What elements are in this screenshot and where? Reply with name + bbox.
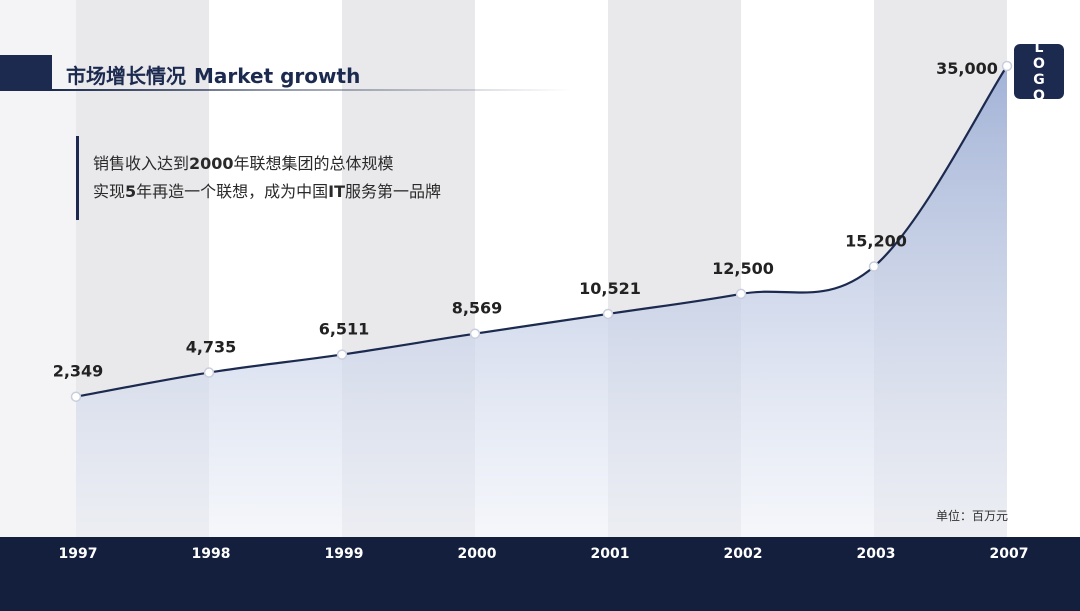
title-underline	[52, 89, 572, 91]
x-tick-label-2007: 2007	[990, 546, 1029, 562]
x-tick-label-2003: 2003	[857, 546, 896, 562]
data-point-2003	[868, 261, 880, 272]
logo-letter: O	[1033, 87, 1045, 104]
x-tick-label-1998: 1998	[192, 546, 231, 562]
data-label-2007: 35,000	[936, 59, 998, 78]
x-tick-label-1999: 1999	[325, 546, 364, 562]
data-label-2002: 12,500	[712, 259, 774, 278]
desc-highlight: 5	[125, 182, 137, 201]
data-point-2007	[1001, 60, 1013, 72]
x-tick-label-1997: 1997	[59, 546, 98, 562]
data-point-1998	[203, 367, 215, 378]
desc-text: 实现	[93, 182, 126, 201]
data-label-2003: 15,200	[845, 232, 907, 251]
desc-highlight: IT	[328, 182, 346, 201]
data-label-1999: 6,511	[319, 320, 370, 339]
desc-text: 销售收入达到	[93, 154, 190, 173]
description-block: 销售收入达到2000年联想集团的总体规模 实现5年再造一个联想，成为中国IT服务…	[76, 136, 516, 220]
data-point-2002	[735, 288, 747, 300]
logo-letter: O	[1033, 55, 1045, 72]
page-title-en: Market growth	[194, 64, 361, 88]
x-tick-label-2002: 2002	[724, 546, 763, 562]
description-line-1: 销售收入达到2000年联想集团的总体规模	[93, 150, 516, 178]
data-point-1997	[70, 391, 82, 402]
data-label-1997: 2,349	[53, 362, 104, 381]
desc-text: 年联想集团的总体规模	[233, 154, 394, 173]
footer-bar	[0, 537, 1080, 611]
data-label-2001: 10,521	[579, 279, 641, 298]
data-point-2001	[602, 308, 614, 320]
x-tick-label-2000: 2000	[458, 546, 497, 562]
data-label-2000: 8,569	[452, 299, 503, 318]
page-title-cn: 市场增长情况	[66, 64, 186, 88]
logo-letter: G	[1033, 71, 1045, 88]
description-line-2: 实现5年再造一个联想，成为中国IT服务第一品牌	[93, 178, 516, 206]
data-label-1998: 4,735	[186, 338, 237, 357]
unit-label: 单位：百万元	[936, 509, 1009, 523]
data-point-2000	[469, 328, 481, 339]
page-title: 市场增长情况 Market growth	[66, 60, 360, 89]
chart-area-fill	[76, 66, 1007, 537]
data-point-1999	[336, 349, 348, 360]
desc-text: 年再造一个联想，成为中国	[136, 182, 329, 201]
logo-badge: L O G O	[1014, 40, 1064, 104]
desc-highlight: 2000	[189, 154, 234, 173]
logo-letter: L	[1034, 39, 1044, 56]
desc-text: 服务第一品牌	[345, 182, 442, 201]
x-tick-label-2001: 2001	[591, 546, 630, 562]
title-accent-block	[0, 55, 52, 91]
